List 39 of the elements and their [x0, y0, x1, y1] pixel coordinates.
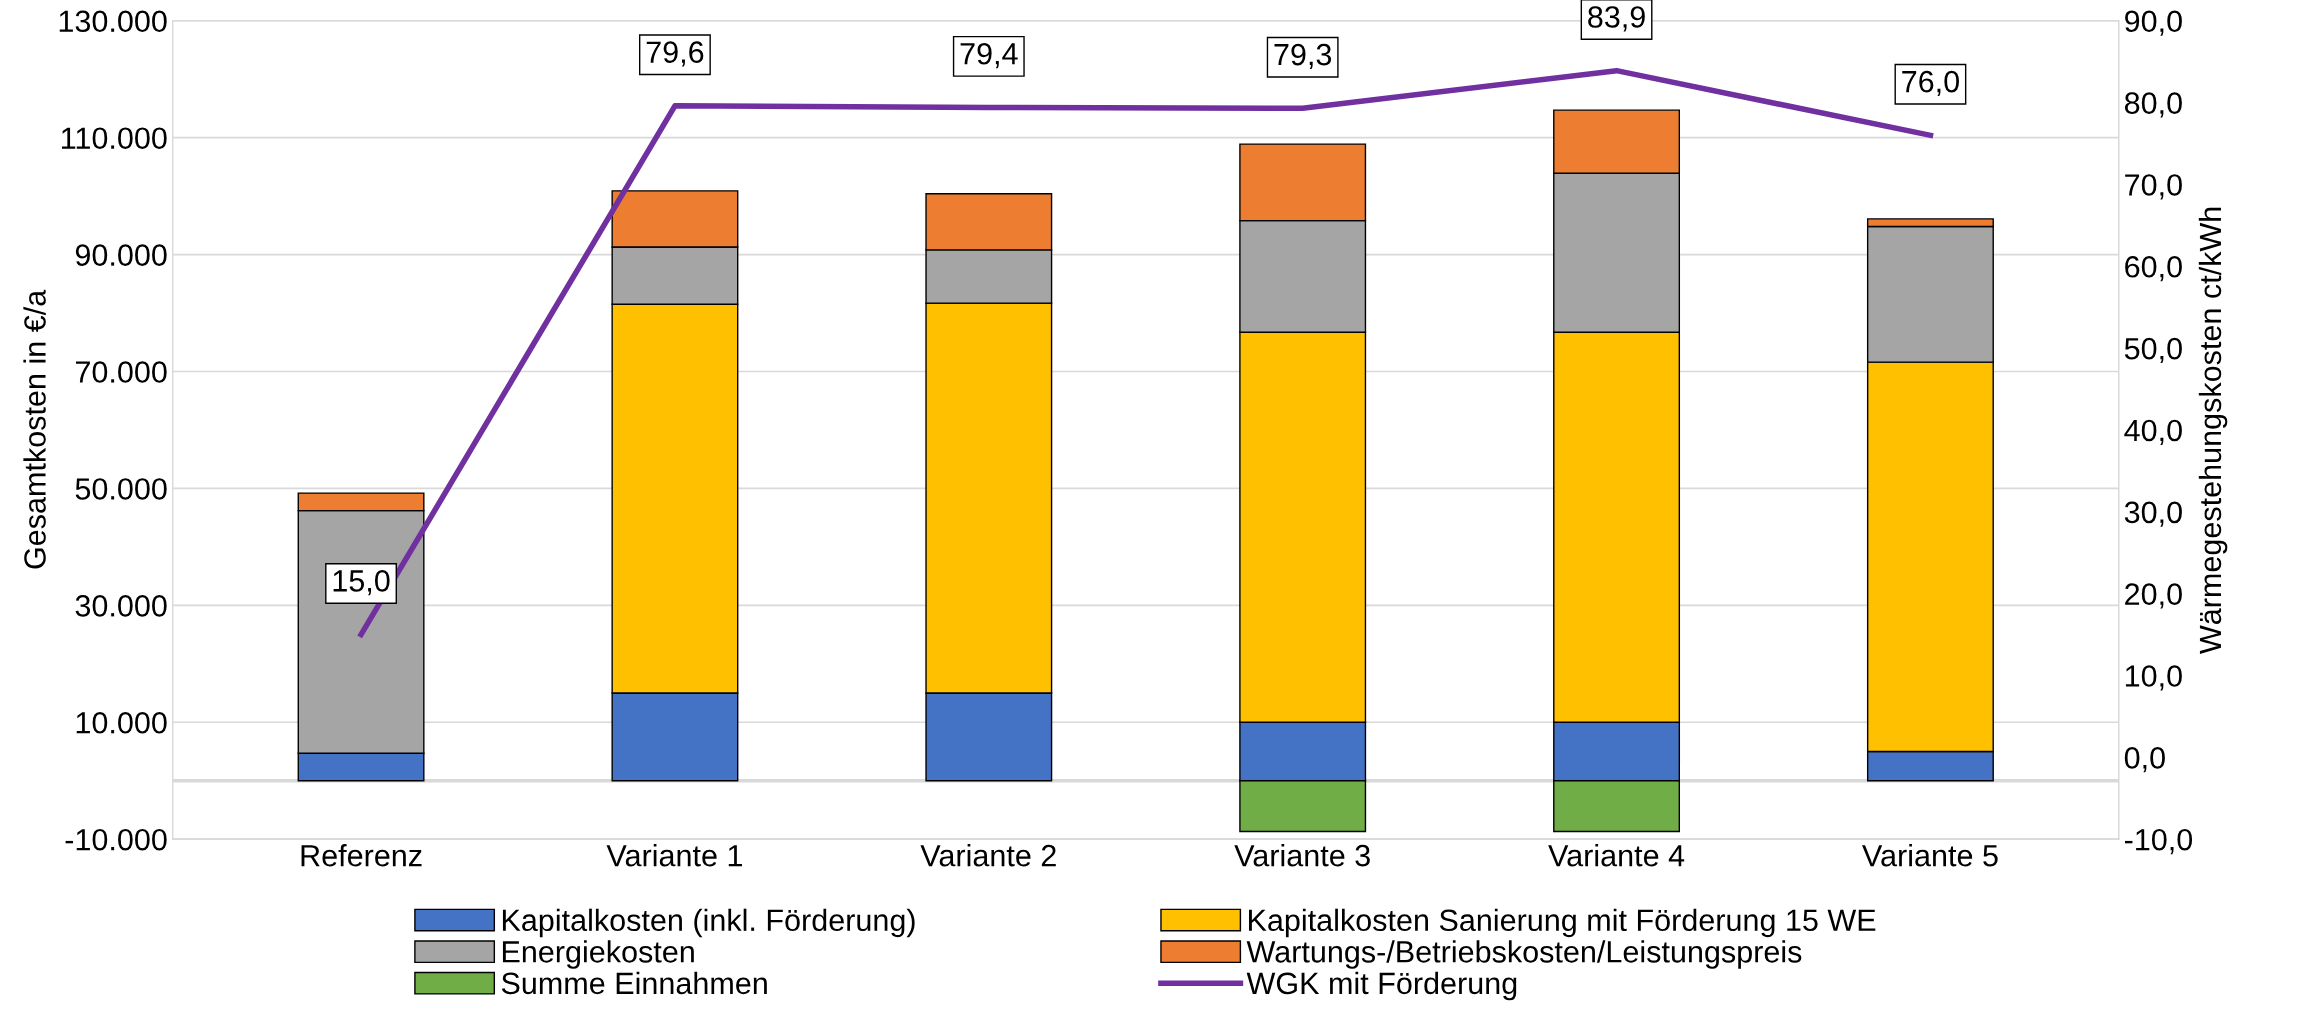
y-tick-label: 10.000 — [76, 711, 167, 734]
y2-tick-label: 20,0 — [2125, 583, 2182, 609]
y-axis-title: Gesamtkosten in €/a — [23, 289, 46, 569]
legend-label: Summe Einnahmen — [501, 971, 767, 995]
data-label: 79,6 — [646, 41, 704, 67]
x-tick-label: Variante 4 — [1548, 844, 1685, 867]
y-tick-label: 70.000 — [75, 361, 167, 383]
y-tick-label: 110.000 — [62, 127, 167, 150]
data-label: 76,0 — [1902, 70, 1959, 97]
y2-tick-label: 80,0 — [2124, 92, 2182, 118]
y2-axis-title: Wärmegestehungskosten ct/kWh — [2198, 207, 2228, 654]
y-tick-label: 130.000 — [59, 10, 167, 33]
y2-tick-label: 0,0 — [2124, 747, 2165, 773]
y-tick-label: 90.000 — [75, 244, 167, 266]
x-tick-label: Variante 1 — [606, 844, 742, 867]
x-tick-label: Referenz — [301, 844, 422, 867]
y-tick-label: -10.000 — [65, 828, 167, 851]
y2-tick-label: 10,0 — [2125, 665, 2182, 691]
y2-tick-label: 70,0 — [2125, 174, 2182, 200]
data-label: 79,3 — [1274, 43, 1332, 70]
y2-tick-label: 60,0 — [2125, 255, 2182, 282]
y2-tick-label: 90,0 — [2125, 10, 2182, 36]
legend-label: Wartungs-/Betriebskosten/Leistungspreis — [1246, 940, 1802, 969]
x-tick-label: Variante 3 — [1234, 844, 1370, 867]
legend-label: WGK mit Förderung — [1246, 971, 1517, 1001]
y2-tick-label: 40,0 — [2124, 419, 2182, 445]
legend-label: Kapitalkosten (inkl. Förderung) — [502, 908, 915, 938]
legend-label: Energiekosten — [502, 940, 694, 969]
y-tick-label: 50.000 — [75, 478, 167, 500]
legend-label: Kapitalkosten Sanierung mit Förderung 15 WE — [1249, 908, 1876, 938]
x-tick-label: Variante 5 — [1862, 844, 1998, 867]
data-label: 15,0 — [333, 570, 390, 596]
y2-tick-label: 50,0 — [2124, 337, 2182, 364]
data-label: 83,9 — [1588, 6, 1645, 32]
y2-tick-label: -10,0 — [2124, 828, 2193, 855]
x-tick-label: Variante 2 — [920, 844, 1056, 867]
data-label: 79,4 — [960, 42, 1018, 69]
y-tick-label: 30.000 — [75, 595, 167, 617]
y2-tick-label: 30,0 — [2124, 501, 2182, 527]
